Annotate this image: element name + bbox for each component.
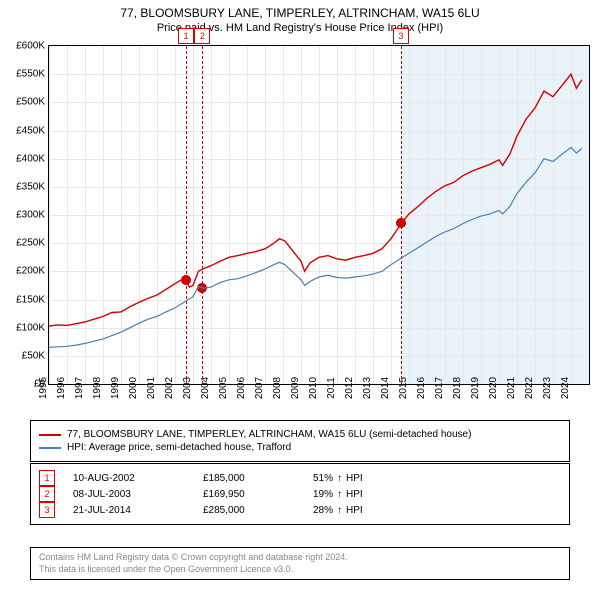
up-arrow-icon: ↑ xyxy=(337,489,342,500)
sales-price: £285,000 xyxy=(203,505,313,516)
y-tick-label: £600K xyxy=(16,41,49,52)
up-arrow-icon: ↑ xyxy=(337,505,342,516)
sales-row: 3 21-JUL-2014£285,00028%↑HPI xyxy=(39,502,561,518)
sales-marker: 3 xyxy=(39,502,55,518)
y-tick-label: £450K xyxy=(16,125,49,136)
sale-marker-box: 1 xyxy=(178,28,194,44)
page-subtitle: Price paid vs. HM Land Registry's House … xyxy=(0,22,600,34)
series-hpi xyxy=(49,147,582,347)
sales-marker: 1 xyxy=(39,470,55,486)
sales-table: 1 10-AUG-2002£185,00051%↑HPI 2 08-JUL-2003£… xyxy=(30,463,570,525)
y-tick-label: £50K xyxy=(22,350,49,361)
legend-swatch xyxy=(39,444,61,452)
sales-price: £185,000 xyxy=(203,473,313,484)
sales-date: 08-JUL-2003 xyxy=(73,489,203,500)
y-tick-label: £400K xyxy=(16,153,49,164)
sales-diff: 19%↑HPI xyxy=(313,489,423,500)
series-property xyxy=(49,74,582,326)
y-tick-label: £300K xyxy=(16,210,49,221)
chart-legend: 77, BLOOMSBURY LANE, TIMPERLEY, ALTRINCH… xyxy=(30,420,570,462)
attribution-footer: Contains HM Land Registry data © Crown c… xyxy=(30,547,570,580)
sales-date: 10-AUG-2002 xyxy=(73,473,203,484)
sales-diff: 28%↑HPI xyxy=(313,505,423,516)
sales-date: 21-JUL-2014 xyxy=(73,505,203,516)
sales-marker: 2 xyxy=(39,486,55,502)
x-tick-label: 1995 xyxy=(38,377,49,399)
footer-line-2: This data is licensed under the Open Gov… xyxy=(39,564,561,576)
sales-price: £169,950 xyxy=(203,489,313,500)
y-tick-label: £350K xyxy=(16,181,49,192)
sale-marker-box: 3 xyxy=(393,28,409,44)
legend-label: HPI: Average price, semi-detached house,… xyxy=(67,442,291,453)
legend-swatch xyxy=(39,431,61,439)
sales-row: 2 08-JUL-2003£169,95019%↑HPI xyxy=(39,486,561,502)
page-title: 77, BLOOMSBURY LANE, TIMPERLEY, ALTRINCH… xyxy=(0,6,600,20)
chart-lines xyxy=(49,46,589,384)
y-tick-label: £550K xyxy=(16,69,49,80)
legend-row: 77, BLOOMSBURY LANE, TIMPERLEY, ALTRINCH… xyxy=(39,429,561,440)
legend-row: HPI: Average price, semi-detached house,… xyxy=(39,442,561,453)
y-tick-label: £500K xyxy=(16,97,49,108)
chart-plot-area: £0£50K£100K£150K£200K£250K£300K£350K£400… xyxy=(48,45,590,385)
y-tick-label: £100K xyxy=(16,322,49,333)
y-tick-label: £200K xyxy=(16,266,49,277)
legend-label: 77, BLOOMSBURY LANE, TIMPERLEY, ALTRINCH… xyxy=(67,429,471,440)
y-tick-label: £250K xyxy=(16,238,49,249)
sales-row: 1 10-AUG-2002£185,00051%↑HPI xyxy=(39,470,561,486)
footer-line-1: Contains HM Land Registry data © Crown c… xyxy=(39,552,561,564)
y-tick-label: £150K xyxy=(16,294,49,305)
up-arrow-icon: ↑ xyxy=(337,473,342,484)
sale-marker-box: 2 xyxy=(194,28,210,44)
sales-diff: 51%↑HPI xyxy=(313,473,423,484)
